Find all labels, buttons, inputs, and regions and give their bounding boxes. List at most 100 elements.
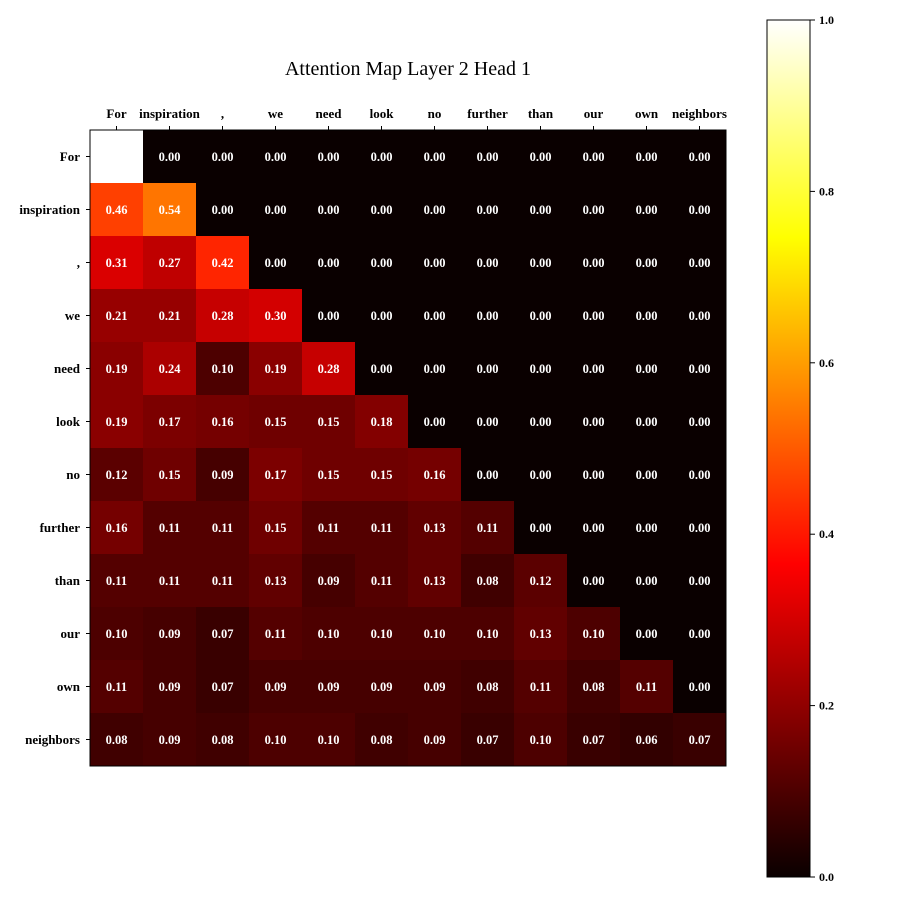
- heatmap-cell: [196, 395, 250, 449]
- heatmap-cell-value: 0.08: [477, 574, 499, 588]
- heatmap-cell: [567, 183, 621, 237]
- heatmap-cell: [355, 289, 409, 343]
- heatmap-cell-value: 0.11: [106, 574, 127, 588]
- heatmap-cell-value: 0.10: [371, 627, 393, 641]
- heatmap-cell: [196, 289, 250, 343]
- heatmap-cell-value: 0.08: [371, 733, 393, 747]
- heatmap-cell: [408, 342, 462, 396]
- heatmap-cell: [620, 130, 674, 184]
- heatmap-cell: [355, 554, 409, 608]
- heatmap-cell-value: 0.00: [159, 150, 181, 164]
- heatmap-cell-value: 0.00: [424, 415, 446, 429]
- heatmap-cell-value: 0.19: [265, 362, 287, 376]
- heatmap-cell-value: 0.00: [583, 256, 605, 270]
- heatmap-cell: [673, 289, 727, 343]
- heatmap-cell-value: 0.09: [159, 733, 181, 747]
- heatmap-cell-value: 0.11: [159, 574, 180, 588]
- heatmap-cell: [143, 554, 197, 608]
- heatmap-cell: [408, 501, 462, 555]
- heatmap-cell: [355, 607, 409, 661]
- x-tick-label: own: [635, 106, 659, 121]
- heatmap-cell-value: 0.00: [583, 309, 605, 323]
- heatmap-cell: [620, 395, 674, 449]
- heatmap-cell: [461, 130, 515, 184]
- heatmap-cell: [249, 448, 303, 502]
- heatmap-cell-value: 0.00: [583, 521, 605, 535]
- heatmap-cell-value: 0.00: [689, 574, 711, 588]
- colorbar-tick-label: 1.0: [819, 13, 834, 27]
- heatmap-cell: [302, 342, 356, 396]
- heatmap-cell-value: 0.18: [371, 415, 393, 429]
- heatmap-cell: [514, 607, 568, 661]
- heatmap-cell: [90, 448, 144, 502]
- heatmap-cell-value: 0.00: [689, 256, 711, 270]
- heatmap-cell: [90, 183, 144, 237]
- heatmap-cell-value: 0.09: [318, 680, 340, 694]
- x-tick-label: neighbors: [672, 106, 727, 121]
- colorbar-tick-label: 0.6: [819, 356, 834, 370]
- heatmap-cell-value: 0.54: [159, 203, 182, 217]
- heatmap-cell-value: 0.00: [530, 256, 552, 270]
- heatmap-cell-value: 0.00: [424, 203, 446, 217]
- colorbar-ticks: 0.0 0.2 0.4 0.6 0.8 1.0: [810, 13, 834, 884]
- heatmap-cell-value: 0.00: [636, 468, 658, 482]
- heatmap-cell: [567, 660, 621, 714]
- heatmap-cell: [408, 183, 462, 237]
- x-tick-label: inspiration: [139, 106, 200, 121]
- heatmap-cell: [302, 713, 356, 767]
- heatmap-cell: [302, 183, 356, 237]
- heatmap-cell-value: 0.00: [212, 150, 234, 164]
- heatmap-cell: [461, 554, 515, 608]
- y-tick-label: need: [54, 361, 81, 376]
- heatmap-cell: [196, 236, 250, 290]
- heatmap-cell-value: 0.00: [477, 362, 499, 376]
- heatmap-cell: [90, 395, 144, 449]
- x-tick-label: ,: [221, 106, 224, 121]
- heatmap-cell: [90, 713, 144, 767]
- x-tick-label: no: [428, 106, 442, 121]
- heatmap-cell-value: 0.00: [689, 309, 711, 323]
- heatmap-cell: [355, 130, 409, 184]
- heatmap-cell: [249, 607, 303, 661]
- heatmap-cell: [355, 448, 409, 502]
- heatmap-cell-value: 0.11: [159, 521, 180, 535]
- y-tick-label: no: [66, 467, 80, 482]
- heatmap-cell-value: 0.09: [159, 680, 181, 694]
- heatmap-cell: [143, 130, 197, 184]
- heatmap-cell: [196, 342, 250, 396]
- heatmap-cell-value: 0.16: [106, 521, 128, 535]
- heatmap-cell-value: 0.12: [106, 468, 128, 482]
- heatmap-cell-value: 0.00: [265, 150, 287, 164]
- y-tick-label: further: [40, 520, 81, 535]
- heatmap-cell-value: 0.12: [530, 574, 552, 588]
- heatmap-cell-value: 0.09: [424, 680, 446, 694]
- x-tick-label: than: [528, 106, 554, 121]
- heatmap-cell: [620, 501, 674, 555]
- heatmap-cell-value: 0.00: [530, 150, 552, 164]
- heatmap-cell-value: 0.00: [424, 150, 446, 164]
- heatmap-cell-value: 0.19: [106, 415, 128, 429]
- heatmap-cell-value: 0.21: [106, 309, 128, 323]
- heatmap-cell: [249, 660, 303, 714]
- heatmap-cell: [514, 395, 568, 449]
- heatmap-cell-value: 0.11: [265, 627, 286, 641]
- heatmap-cell: [249, 395, 303, 449]
- heatmap-cell: [567, 236, 621, 290]
- heatmap-cell: [514, 660, 568, 714]
- heatmap-cell-value: 0.13: [424, 574, 446, 588]
- heatmap-cell: [355, 501, 409, 555]
- heatmap-cell: [514, 183, 568, 237]
- heatmap-cell: [90, 342, 144, 396]
- heatmap-cell: [302, 236, 356, 290]
- heatmap-cell: [355, 236, 409, 290]
- heatmap-cell-value: 0.00: [689, 627, 711, 641]
- heatmap-cell: [249, 342, 303, 396]
- heatmap-cell: [567, 342, 621, 396]
- heatmap-cell-value: 0.31: [106, 256, 128, 270]
- heatmap-cell: [408, 395, 462, 449]
- heatmap-cell-value: 0.00: [689, 362, 711, 376]
- y-tick-label: ,: [77, 255, 80, 270]
- heatmap-cell-value: 0.10: [265, 733, 287, 747]
- heatmap-cell-value: 0.07: [689, 733, 711, 747]
- heatmap-cell-value: 0.00: [424, 362, 446, 376]
